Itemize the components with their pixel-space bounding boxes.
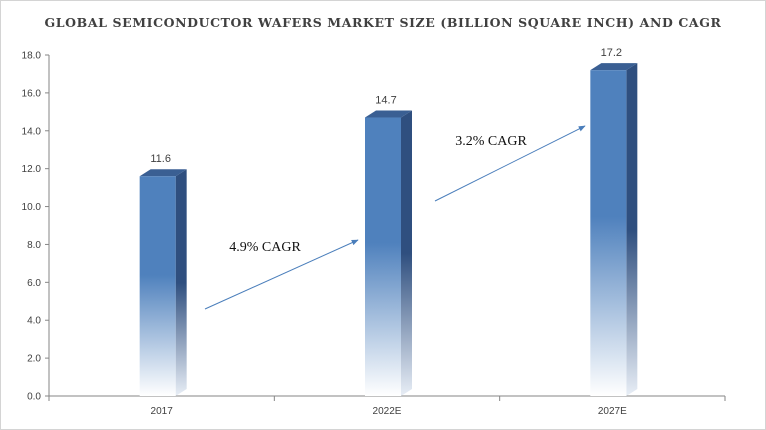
cagr-label: 3.2% CAGR [455,134,527,149]
bar-side-face [401,110,412,397]
bar-top-face [365,110,412,118]
bar-value-label: 14.7 [375,95,396,107]
bar-side-face [175,169,187,396]
cagr-arrow [434,125,586,202]
cagr-label: 4.9% CAGR [229,240,301,255]
cagr-arrow [204,239,359,310]
bar-top-face [590,63,638,71]
bar-2027e [590,63,638,397]
bar-top-face [139,169,187,177]
bar-front-face [139,176,176,396]
y-tick-label: 0.0 [27,392,41,403]
y-tick-label: 12.0 [22,164,42,175]
bar-value-label: 17.2 [601,47,622,59]
bar-2022e [365,110,412,397]
y-tick-label: 6.0 [27,278,41,289]
x-tick-label: 2022E [373,406,402,417]
y-tick-label: 10.0 [22,202,42,213]
y-tick-label: 8.0 [27,240,41,251]
bar-side-face [626,63,638,397]
y-tick-label: 18.0 [22,51,42,62]
bar-2017 [139,169,187,396]
y-tick-label: 2.0 [27,354,41,365]
bar-front-face [365,117,401,397]
y-tick-label: 16.0 [22,88,42,99]
chart-title: GLOBAL SEMICONDUCTOR WAFERS MARKET SIZE … [44,15,722,30]
y-tick-label: 4.0 [27,316,41,327]
bar-front-face [590,70,627,397]
y-tick-label: 14.0 [22,126,42,137]
bar-value-label: 11.6 [150,153,171,165]
x-tick-label: 2027E [598,406,627,417]
x-tick-label: 2017 [151,406,174,417]
